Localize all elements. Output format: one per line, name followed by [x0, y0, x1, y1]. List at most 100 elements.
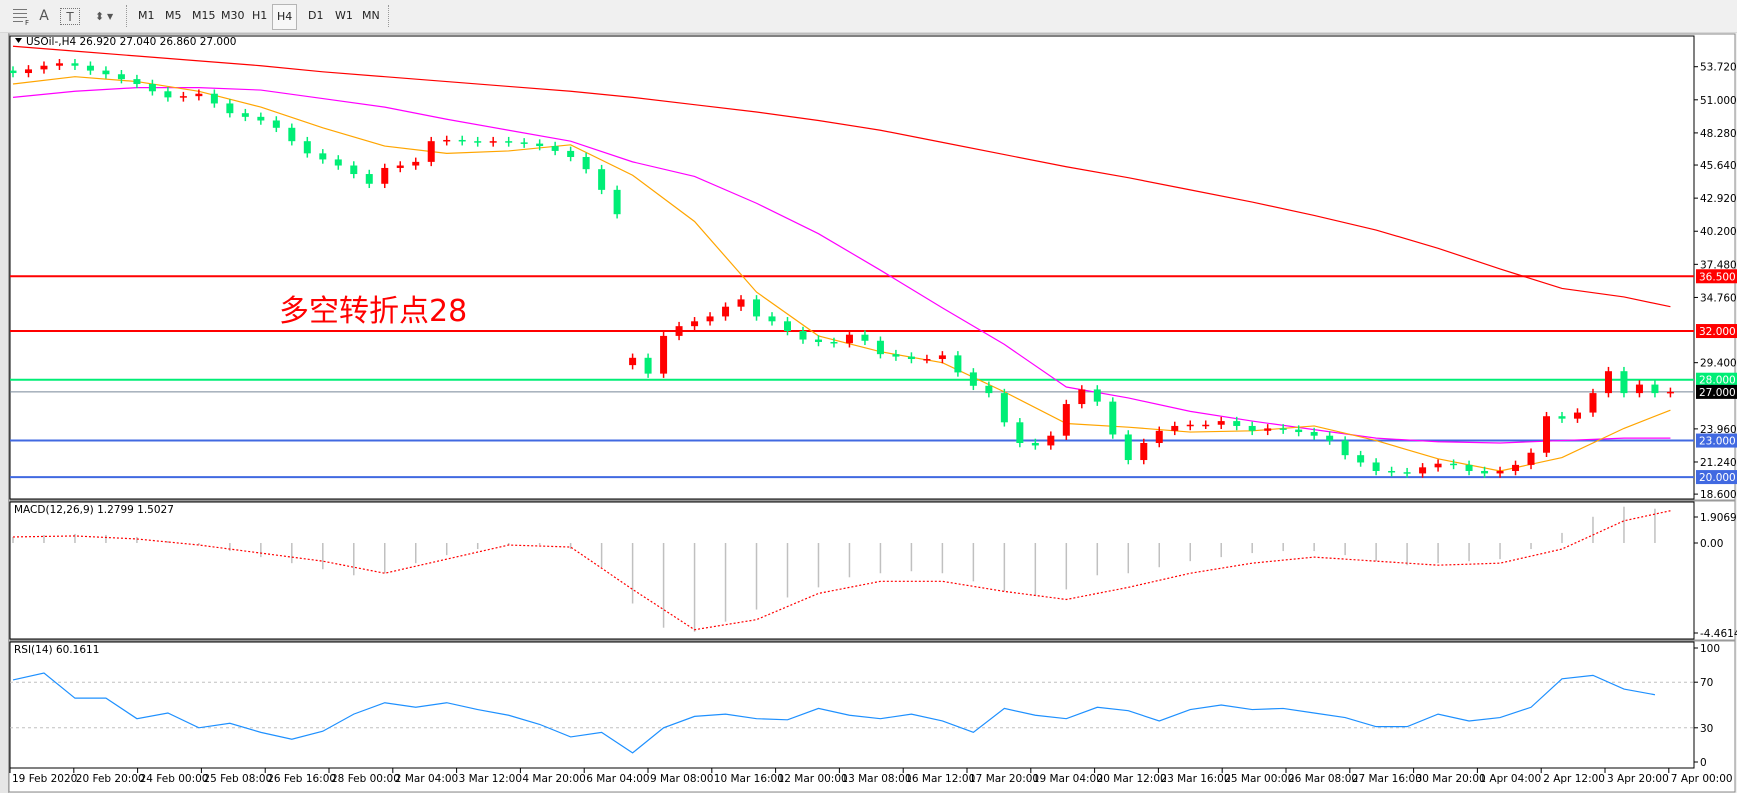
price-tick-label: 48.280 [1700, 128, 1737, 140]
candle-body [722, 306, 730, 317]
candle-body [598, 169, 606, 190]
candle [520, 138, 528, 148]
moving-average-line [12, 45, 1671, 308]
candle-body [1403, 472, 1411, 474]
time-tick-label: 19 Mar 04:00 [1033, 773, 1103, 785]
collapse-triangle-icon[interactable] [15, 38, 22, 43]
text-icon-glyph: A [39, 8, 49, 24]
candle [241, 108, 249, 122]
candle [396, 161, 404, 173]
chevron-down-icon[interactable]: ▼ [107, 11, 114, 21]
candle-body [845, 334, 853, 344]
timeframe-m1[interactable]: M1 [138, 9, 155, 22]
arrows-icon[interactable]: ⬍ ▼ [94, 9, 114, 23]
candle [1589, 388, 1597, 417]
candle-body [272, 120, 280, 128]
macd-plot [12, 506, 1671, 632]
candle-body [1062, 404, 1070, 436]
level-label-bg [1696, 269, 1737, 284]
chart-background [8, 33, 1736, 793]
time-tick-label: 23 Mar 16:00 [1160, 773, 1230, 785]
candle-body [1527, 452, 1535, 465]
candle [582, 152, 590, 174]
macd-signal-line [12, 510, 1671, 631]
candle [1465, 460, 1473, 476]
candle-body [582, 157, 590, 170]
candle [443, 135, 451, 146]
candle [1093, 385, 1101, 406]
candle-body [1031, 442, 1039, 446]
candle-body [799, 331, 807, 340]
candle-body [737, 299, 745, 307]
timeframe-m5[interactable]: M5 [165, 9, 182, 22]
candle-body [1093, 389, 1101, 402]
candle [458, 135, 466, 146]
price-tick-label: 29.400 [1700, 358, 1737, 370]
candle [1481, 466, 1489, 478]
candle-body [1419, 467, 1427, 474]
candle-body [71, 63, 79, 66]
candle [1202, 420, 1210, 430]
level-label-bg [1696, 384, 1737, 399]
candle-body [226, 103, 234, 114]
candle [1341, 436, 1349, 460]
candle [1295, 425, 1303, 437]
candle-body [551, 146, 559, 151]
candle-body [1651, 384, 1659, 394]
period-separator-icon[interactable]: F [10, 6, 32, 26]
candle-body [969, 372, 977, 386]
text-label-icon[interactable]: T [60, 8, 80, 25]
macd-tick-label: 0.00 [1700, 538, 1723, 550]
timeframe-h4[interactable]: H4 [272, 4, 298, 30]
candle-body [86, 65, 94, 71]
candle-body [1000, 393, 1008, 423]
candle-body [938, 355, 946, 360]
candle [830, 337, 838, 348]
candle-body [241, 113, 249, 117]
candle [148, 79, 156, 96]
candle [1047, 431, 1055, 450]
candle [1155, 426, 1163, 448]
candle-body [396, 165, 404, 168]
time-tick-label: 2 Mar 04:00 [395, 773, 458, 785]
candle [1635, 380, 1643, 398]
candle [117, 69, 125, 84]
candle-body [1248, 425, 1256, 431]
candle-body [1589, 393, 1597, 413]
price-tick-label: 37.480 [1700, 259, 1737, 271]
candle [1140, 438, 1148, 465]
candle [365, 169, 373, 189]
timeframe-w1[interactable]: W1 [335, 9, 353, 22]
timeframe-h1[interactable]: H1 [252, 9, 268, 22]
timeframe-d1[interactable]: D1 [308, 9, 324, 22]
candle [1000, 388, 1008, 427]
candle-body [55, 63, 63, 66]
candle [1543, 411, 1551, 457]
macd-tick-label: -4.4614 [1700, 628, 1737, 640]
candle [737, 295, 745, 311]
rsi-line [12, 672, 1656, 754]
candle-body [1186, 424, 1194, 427]
timeframe-mn[interactable]: MN [362, 9, 380, 22]
text-label-glyph: T [66, 9, 74, 24]
candle-body [1341, 440, 1349, 456]
time-tick-label: 7 Apr 00:00 [1671, 773, 1733, 785]
candle-body [10, 70, 17, 74]
candle-body [1372, 462, 1380, 471]
candle-body [567, 150, 575, 158]
level-label: 23.000 [1699, 436, 1736, 448]
level-label: 27.000 [1699, 387, 1736, 399]
text-icon[interactable]: A [35, 6, 53, 26]
candle-body [1543, 416, 1551, 453]
candle [876, 336, 884, 359]
candle-body [675, 326, 683, 336]
time-tick-label: 17 Mar 20:00 [969, 773, 1039, 785]
timeframe-m30[interactable]: M30 [221, 9, 245, 22]
timeframe-m15[interactable]: M15 [192, 9, 216, 22]
candle-body [1217, 421, 1225, 425]
candle-body [1512, 464, 1520, 471]
candle-body [1109, 401, 1117, 435]
candle [257, 112, 265, 125]
